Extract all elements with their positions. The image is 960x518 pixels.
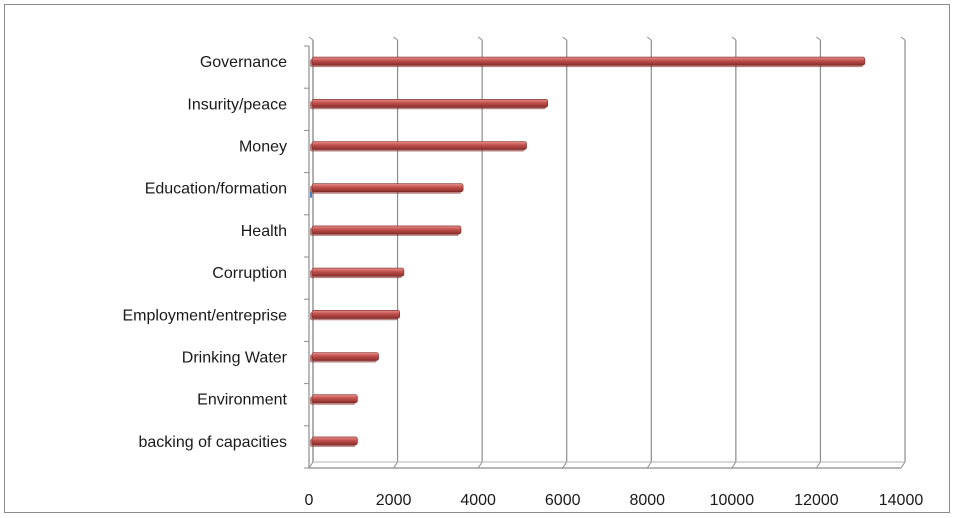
floor-tick bbox=[477, 461, 483, 469]
gridline-top-tick bbox=[562, 36, 568, 41]
bars bbox=[310, 56, 866, 447]
gridline-top-tick bbox=[731, 36, 737, 41]
floor-tick bbox=[900, 461, 906, 469]
x-tick-label: 2000 bbox=[376, 492, 412, 509]
bar bbox=[311, 141, 527, 150]
bar bbox=[311, 309, 400, 319]
bar bbox=[311, 352, 379, 361]
labels: 0 2000 4000 6000 8000 10000 12000 14000 Governan… bbox=[122, 54, 923, 509]
bar bbox=[311, 99, 548, 108]
gridline-top-tick bbox=[308, 36, 314, 41]
bar bbox=[311, 225, 462, 235]
x-tick-label: 4000 bbox=[460, 492, 496, 509]
floor-tick bbox=[308, 461, 314, 469]
gridline-top-tick bbox=[393, 36, 398, 41]
category-label: Governance bbox=[200, 54, 287, 71]
category-label: backing of capacities bbox=[138, 434, 287, 451]
chart-frame bbox=[4, 4, 950, 513]
category-label: Education/formation bbox=[145, 181, 287, 198]
bar bbox=[311, 56, 866, 66]
category-label: Insurity/peace bbox=[187, 96, 287, 113]
category-label: Money bbox=[239, 139, 287, 156]
bar bbox=[311, 267, 405, 277]
category-label: Environment bbox=[197, 392, 287, 409]
floor-tick bbox=[731, 461, 737, 469]
category-label: Drinking Water bbox=[182, 350, 288, 367]
x-tick-label: 14000 bbox=[879, 492, 924, 509]
x-tick-label: 8000 bbox=[629, 492, 665, 509]
floor-tick bbox=[393, 461, 398, 469]
bar bbox=[311, 394, 358, 404]
gridline-top-tick bbox=[816, 36, 821, 41]
floor-tick bbox=[562, 461, 568, 469]
category-label: Corruption bbox=[212, 265, 287, 282]
marker-artifact bbox=[310, 191, 312, 198]
x-tick-label: 0 bbox=[305, 492, 314, 509]
floor-tick bbox=[646, 461, 652, 469]
x-tick-label: 10000 bbox=[710, 492, 755, 509]
gridline-top-tick bbox=[477, 36, 483, 41]
bar bbox=[311, 436, 358, 446]
gridline-top-tick bbox=[900, 36, 906, 41]
x-tick-label: 6000 bbox=[545, 492, 581, 509]
category-label: Health bbox=[241, 223, 287, 240]
x-tick-label: 12000 bbox=[794, 492, 839, 509]
gridline-top-tick bbox=[646, 36, 652, 41]
axes bbox=[304, 40, 905, 469]
category-label: Employment/entreprise bbox=[122, 307, 287, 324]
floor-tick bbox=[816, 461, 821, 469]
bar bbox=[311, 183, 464, 192]
